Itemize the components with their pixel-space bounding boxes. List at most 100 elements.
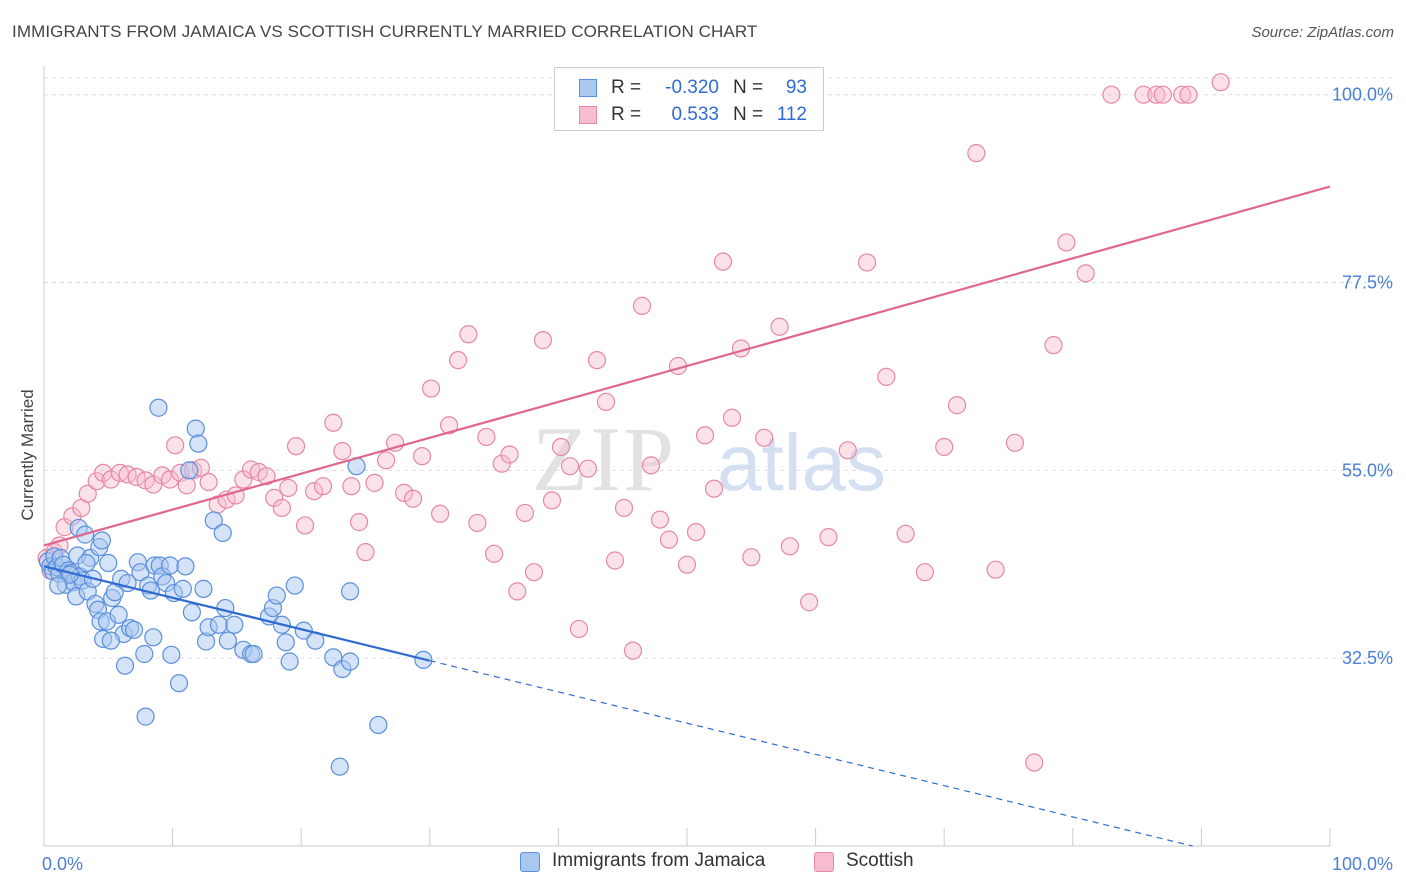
scottish-point bbox=[234, 470, 253, 489]
jamaica-swatch bbox=[579, 79, 597, 97]
scottish-point bbox=[915, 563, 935, 582]
jamaica-point bbox=[144, 628, 163, 647]
jamaica-trend-extension bbox=[429, 660, 1193, 847]
scottish-point bbox=[1057, 233, 1076, 252]
scottish-point bbox=[857, 253, 877, 272]
scottish-point bbox=[742, 548, 761, 567]
scottish-point bbox=[313, 477, 333, 496]
scottish-point bbox=[376, 451, 396, 470]
scottish-point bbox=[365, 473, 384, 492]
scottish-point bbox=[333, 442, 352, 461]
scottish-point bbox=[935, 437, 954, 457]
scottish-point bbox=[412, 447, 432, 466]
scottish-point bbox=[770, 317, 789, 336]
jamaica-point bbox=[276, 633, 295, 652]
scottish-point bbox=[722, 408, 742, 427]
scottish-point bbox=[713, 252, 733, 271]
scottish-point bbox=[800, 593, 819, 612]
stats-row-jamaica: R = -0.320 N = 93 bbox=[555, 75, 823, 101]
scottish-point bbox=[101, 470, 120, 489]
scottish-point bbox=[492, 454, 511, 473]
jamaica-point bbox=[204, 511, 223, 530]
scottish-point bbox=[166, 436, 185, 455]
scottish-point bbox=[1025, 753, 1044, 772]
scottish-point bbox=[349, 513, 369, 532]
jamaica-point bbox=[285, 576, 304, 595]
watermark: ZIP atlas bbox=[532, 408, 886, 510]
scottish-point bbox=[986, 560, 1005, 579]
scottish-point bbox=[641, 456, 661, 475]
stats-box: R = -0.320 N = 93 R = 0.533 N = 112 bbox=[554, 67, 824, 131]
jamaica-point bbox=[160, 556, 180, 575]
jamaica-point bbox=[340, 652, 360, 671]
scottish-point bbox=[677, 555, 697, 574]
scottish-point bbox=[819, 528, 838, 547]
jamaica-point bbox=[267, 586, 286, 605]
legend: Immigrants from Jamaica Scottish bbox=[0, 850, 1406, 878]
jamaica-point bbox=[109, 605, 128, 624]
scottish-point bbox=[596, 392, 616, 411]
scottish-point bbox=[632, 296, 652, 315]
scottish-point bbox=[1147, 85, 1166, 104]
x-tick-label-max: 100.0% bbox=[1332, 854, 1393, 874]
scottish-point bbox=[356, 543, 375, 562]
scottish-point bbox=[421, 379, 441, 398]
n-label: N = bbox=[733, 77, 764, 98]
scottish-point bbox=[569, 619, 589, 639]
scottish-point bbox=[459, 325, 478, 344]
scottish-point bbox=[295, 516, 315, 535]
scottish-point bbox=[1173, 85, 1192, 104]
jamaica-point bbox=[149, 398, 168, 417]
scottish-point bbox=[1134, 85, 1153, 104]
scottish-point bbox=[605, 551, 625, 570]
jamaica-point bbox=[92, 531, 111, 550]
x-tick-label-min: 0.0% bbox=[42, 854, 83, 874]
n-value: 93 bbox=[785, 77, 807, 98]
source-credit: Source: ZipAtlas.com bbox=[1251, 24, 1394, 41]
jamaica-point bbox=[340, 582, 360, 601]
jamaica-point bbox=[162, 645, 181, 664]
scottish-point bbox=[448, 351, 468, 370]
jamaica-point bbox=[176, 557, 195, 576]
scottish-point bbox=[623, 641, 643, 660]
jamaica-point bbox=[49, 576, 68, 595]
jamaica-point bbox=[330, 757, 349, 776]
scottish-point bbox=[1102, 85, 1121, 104]
jamaica-point bbox=[77, 553, 96, 573]
tick-labels: 32.5% 55.0% 77.5% 100.0% 0.0% 100.0% bbox=[42, 85, 1393, 874]
scottish-point bbox=[838, 441, 857, 460]
jamaica-trend-line bbox=[43, 565, 431, 662]
scottish-point bbox=[1044, 336, 1063, 355]
watermark-atlas: atlas bbox=[717, 418, 886, 507]
scottish-point bbox=[199, 472, 218, 492]
jamaica-points bbox=[38, 398, 433, 776]
jamaica-point bbox=[369, 715, 388, 735]
scottish-point bbox=[500, 445, 519, 464]
scottish-point bbox=[468, 513, 487, 533]
r-label: R = bbox=[611, 77, 642, 98]
y-tick-label: 32.5% bbox=[1342, 648, 1393, 668]
r-label: R = bbox=[611, 104, 642, 125]
scottish-point bbox=[272, 498, 292, 518]
scottish-point bbox=[508, 582, 527, 601]
scottish-point bbox=[324, 413, 343, 432]
scottish-point bbox=[704, 479, 724, 498]
scottish-point bbox=[877, 367, 896, 386]
jamaica-point bbox=[136, 707, 155, 726]
y-tick-label: 55.0% bbox=[1342, 460, 1393, 480]
scottish-point bbox=[265, 488, 284, 507]
jamaica-point bbox=[194, 579, 213, 598]
legend-scottish-swatch bbox=[814, 852, 834, 872]
jamaica-point bbox=[186, 419, 205, 438]
jamaica-point bbox=[213, 523, 232, 543]
scottish-point bbox=[1179, 85, 1198, 104]
scottish-point bbox=[542, 491, 562, 510]
scottish-point bbox=[304, 482, 324, 501]
scottish-point bbox=[1211, 73, 1230, 92]
scottish-point bbox=[533, 331, 553, 350]
axes bbox=[43, 66, 1331, 847]
scottish-point bbox=[755, 428, 774, 447]
scottish-point bbox=[947, 396, 967, 415]
y-tick-label: 100.0% bbox=[1332, 85, 1393, 105]
